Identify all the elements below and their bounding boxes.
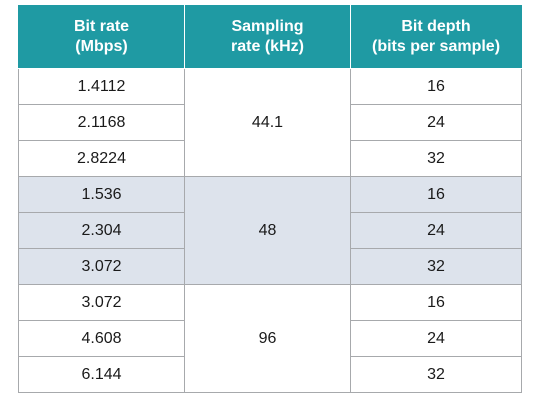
header-row: Bit rate (Mbps) Sampling rate (kHz) Bit … <box>18 5 522 69</box>
bit-depth-cell: 16 <box>350 68 522 105</box>
bit-depth-cell: 32 <box>350 356 522 393</box>
table-row: 6.144 32 <box>18 356 522 393</box>
bit-depth-cell: 32 <box>350 248 522 285</box>
bit-rate-cell: 1.536 <box>18 176 185 213</box>
header-bit-depth: Bit depth (bits per sample) <box>350 5 522 69</box>
bit-rate-cell: 3.072 <box>18 284 185 321</box>
bit-depth-cell: 32 <box>350 140 522 177</box>
header-sampling-rate-line-1: Sampling <box>231 17 304 35</box>
bit-depth-cell: 24 <box>350 104 522 141</box>
bit-rate-cell: 3.072 <box>18 248 185 285</box>
bit-depth-cell: 16 <box>350 176 522 213</box>
bit-depth-cell: 24 <box>350 212 522 249</box>
header-sampling-rate-line-2: rate (kHz) <box>231 37 304 55</box>
table-row: 3.072 32 <box>18 248 522 285</box>
header-bit-rate-line-2: (Mbps) <box>75 37 128 55</box>
sampling-rate-cell: 96 <box>184 284 351 393</box>
header-sampling-rate: Sampling rate (kHz) <box>184 5 351 69</box>
table-row: 3.072 96 16 <box>18 284 522 393</box>
table-row: 2.8224 32 <box>18 140 522 177</box>
table-row: 2.304 24 <box>18 212 522 249</box>
bit-rate-cell: 2.1168 <box>18 104 185 141</box>
bit-rate-cell: 1.4112 <box>18 68 185 105</box>
sampling-rate-cell: 48 <box>184 176 351 285</box>
bit-rate-cell: 2.8224 <box>18 140 185 177</box>
table-row: 4.608 24 <box>18 320 522 357</box>
header-bit-depth-line-2: (bits per sample) <box>371 37 501 55</box>
bit-rate-table: Bit rate (Mbps) Sampling rate (kHz) Bit … <box>18 5 522 393</box>
bit-depth-cell: 24 <box>350 320 522 357</box>
sampling-rate-cell: 44.1 <box>184 68 351 177</box>
bit-depth-cell: 16 <box>350 284 522 321</box>
bit-rate-cell: 4.608 <box>18 320 185 357</box>
table-row: 2.1168 24 <box>18 104 522 141</box>
table-row: 1.536 48 16 <box>18 176 522 285</box>
bit-rate-cell: 6.144 <box>18 356 185 393</box>
header-bit-rate-line-1: Bit rate <box>73 17 130 35</box>
bit-rate-cell: 2.304 <box>18 212 185 249</box>
header-bit-depth-line-1: Bit depth <box>401 17 471 35</box>
table-row: 1.4112 44.1 16 <box>18 68 522 177</box>
header-bit-rate: Bit rate (Mbps) <box>18 5 185 69</box>
